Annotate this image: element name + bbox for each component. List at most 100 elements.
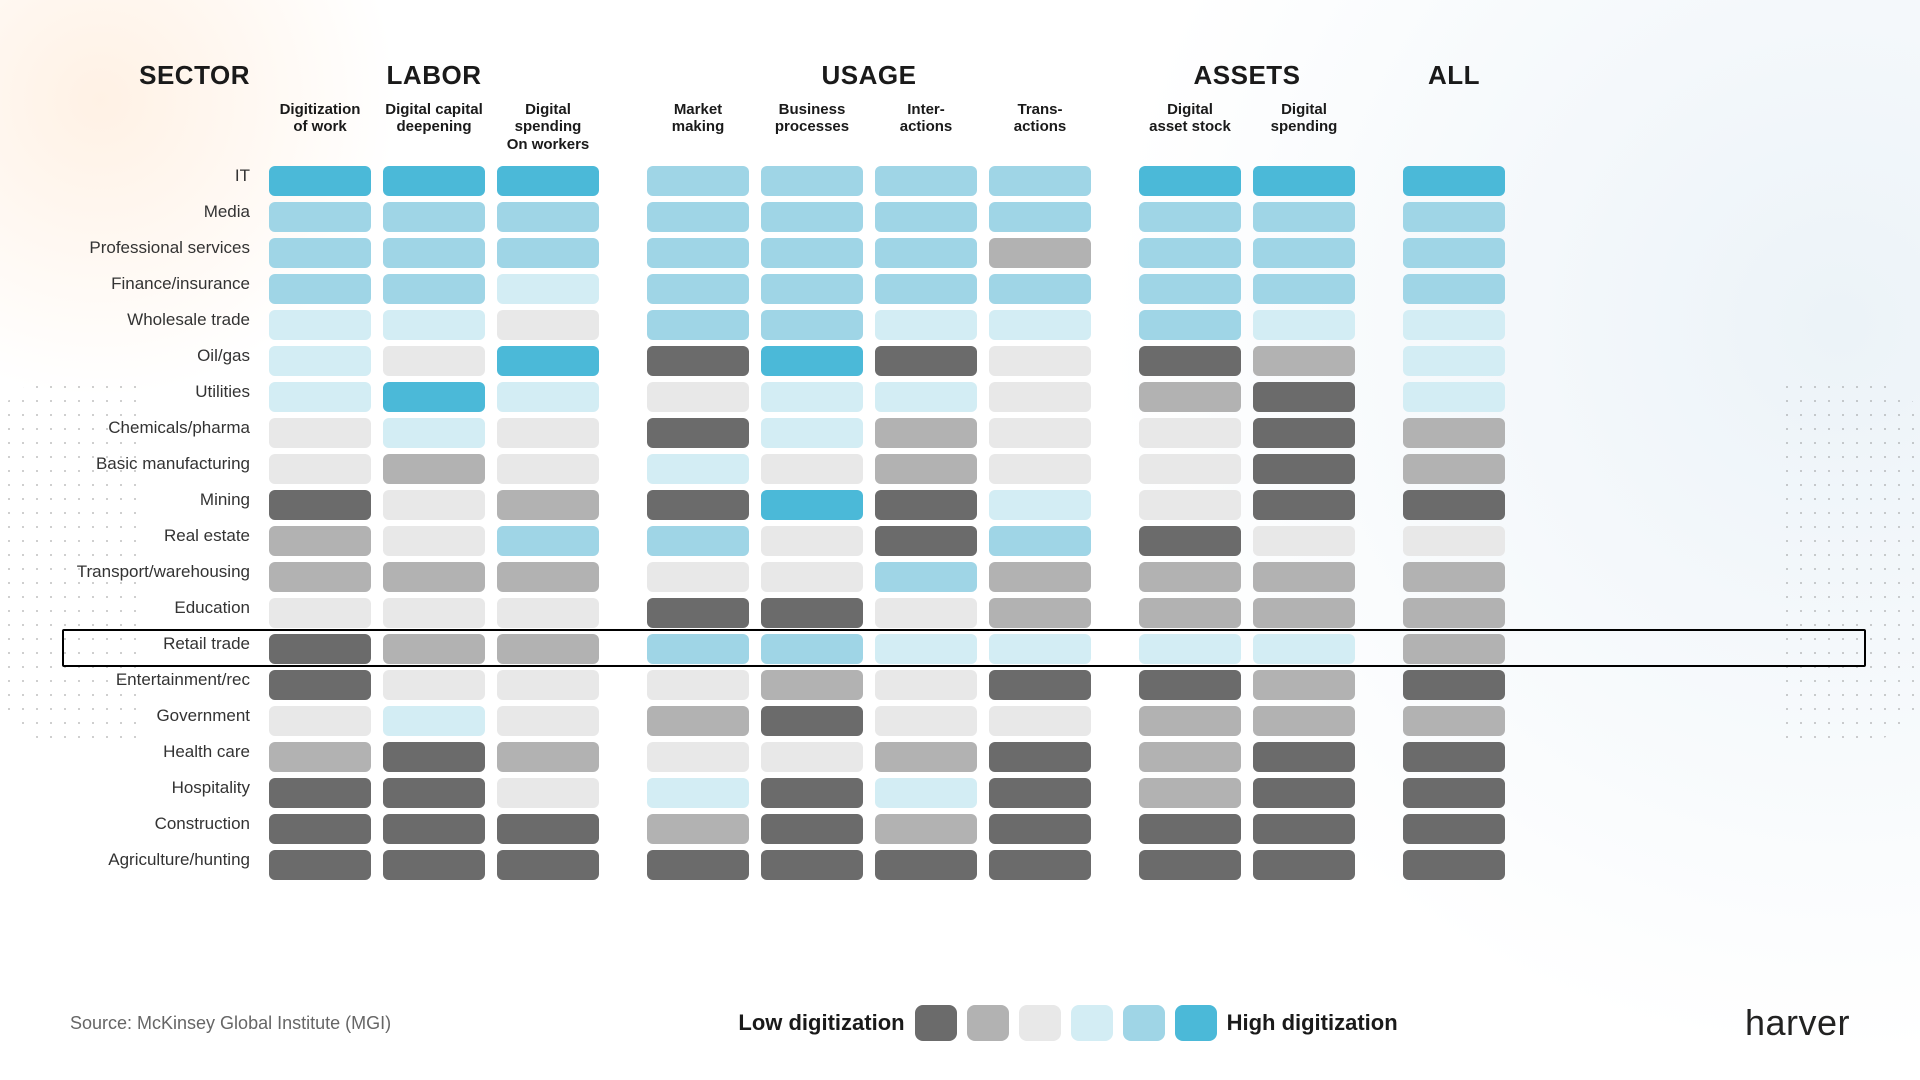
heatmap-chip bbox=[875, 274, 977, 304]
heatmap-cell bbox=[1400, 343, 1508, 379]
heatmap-chip bbox=[1139, 274, 1241, 304]
heatmap-cell bbox=[986, 271, 1094, 307]
heatmap-chip bbox=[989, 598, 1091, 628]
heatmap-chip bbox=[875, 166, 977, 196]
group-header-labor: LABOR bbox=[266, 60, 602, 97]
heatmap-chip bbox=[497, 598, 599, 628]
heatmap-cell bbox=[494, 451, 602, 487]
heatmap-chip bbox=[497, 418, 599, 448]
heatmap-cell bbox=[758, 523, 866, 559]
heatmap-chip bbox=[989, 346, 1091, 376]
heatmap-cell bbox=[644, 199, 752, 235]
heatmap-cell bbox=[1400, 487, 1508, 523]
heatmap-chip bbox=[1139, 490, 1241, 520]
column-gap bbox=[608, 487, 638, 523]
heatmap-chip bbox=[383, 454, 485, 484]
heatmap-cell bbox=[1136, 235, 1244, 271]
heatmap-chip bbox=[875, 310, 977, 340]
heatmap-chip bbox=[875, 598, 977, 628]
column-gap bbox=[608, 60, 638, 97]
heatmap-chip bbox=[1403, 202, 1505, 232]
group-header-sector: SECTOR bbox=[70, 60, 260, 97]
heatmap-cell bbox=[1136, 775, 1244, 811]
heatmap-cell bbox=[1136, 487, 1244, 523]
heatmap-chip bbox=[383, 778, 485, 808]
column-gap bbox=[1100, 60, 1130, 97]
heatmap-chip bbox=[1253, 526, 1355, 556]
heatmap-chip bbox=[497, 166, 599, 196]
heatmap-chip bbox=[1253, 274, 1355, 304]
heatmap-chip bbox=[989, 778, 1091, 808]
subheader-spacer bbox=[70, 97, 260, 163]
sector-label: Government bbox=[70, 703, 260, 739]
heatmap-chip bbox=[989, 238, 1091, 268]
heatmap-cell bbox=[494, 595, 602, 631]
heatmap-cell bbox=[1250, 307, 1358, 343]
column-gap bbox=[1100, 523, 1130, 559]
legend: Low digitization High digitization bbox=[738, 1005, 1397, 1041]
heatmap-cell bbox=[380, 523, 488, 559]
heatmap-cell bbox=[644, 307, 752, 343]
column-gap bbox=[608, 235, 638, 271]
heatmap-chip bbox=[761, 418, 863, 448]
heatmap-chip bbox=[875, 418, 977, 448]
heatmap-chip bbox=[1139, 238, 1241, 268]
legend-low-label: Low digitization bbox=[738, 1010, 904, 1036]
heatmap-cell bbox=[380, 379, 488, 415]
column-subheader: Trans- actions bbox=[986, 97, 1094, 163]
heatmap-cell bbox=[872, 307, 980, 343]
column-subheader: Inter- actions bbox=[872, 97, 980, 163]
heatmap-cell bbox=[1400, 739, 1508, 775]
heatmap-cell bbox=[494, 307, 602, 343]
heatmap-cell bbox=[758, 667, 866, 703]
heatmap-cell bbox=[1250, 451, 1358, 487]
heatmap-cell bbox=[380, 235, 488, 271]
column-gap bbox=[1364, 775, 1394, 811]
heatmap-cell bbox=[758, 415, 866, 451]
column-subheader: Digitization of work bbox=[266, 97, 374, 163]
heatmap-chip bbox=[269, 418, 371, 448]
column-gap bbox=[1364, 523, 1394, 559]
heatmap-cell bbox=[986, 307, 1094, 343]
heatmap-chip bbox=[1253, 166, 1355, 196]
heatmap-chip bbox=[497, 454, 599, 484]
column-gap bbox=[1364, 343, 1394, 379]
heatmap-chip bbox=[1403, 742, 1505, 772]
sector-label: IT bbox=[70, 163, 260, 199]
heatmap-chip bbox=[1253, 670, 1355, 700]
heatmap-chip bbox=[1139, 418, 1241, 448]
heatmap-cell bbox=[986, 523, 1094, 559]
column-gap bbox=[1364, 811, 1394, 847]
legend-swatch-4 bbox=[1071, 1005, 1113, 1041]
heatmap-cell bbox=[758, 379, 866, 415]
heatmap-chip bbox=[761, 562, 863, 592]
heatmap-cell bbox=[872, 199, 980, 235]
column-gap bbox=[1364, 60, 1394, 97]
heatmap-chip bbox=[875, 490, 977, 520]
heatmap-cell bbox=[266, 667, 374, 703]
heatmap-cell bbox=[1400, 307, 1508, 343]
column-gap bbox=[608, 379, 638, 415]
heatmap-cell bbox=[872, 775, 980, 811]
heatmap-chip bbox=[269, 166, 371, 196]
heatmap-chip bbox=[1139, 670, 1241, 700]
heatmap-chip bbox=[1403, 814, 1505, 844]
heatmap-chip bbox=[1253, 850, 1355, 880]
heatmap-cell bbox=[644, 667, 752, 703]
heatmap-cell bbox=[1136, 595, 1244, 631]
digitization-heatmap: SECTORLABORUSAGEASSETSALLDigitization of… bbox=[0, 0, 1920, 883]
heatmap-chip bbox=[989, 670, 1091, 700]
sector-label: Entertainment/rec bbox=[70, 667, 260, 703]
sector-label: Real estate bbox=[70, 523, 260, 559]
heatmap-chip bbox=[497, 850, 599, 880]
heatmap-chip bbox=[1139, 598, 1241, 628]
column-subheader: Business processes bbox=[758, 97, 866, 163]
heatmap-cell bbox=[1250, 415, 1358, 451]
column-subheader: Digital asset stock bbox=[1136, 97, 1244, 163]
heatmap-cell bbox=[644, 451, 752, 487]
heatmap-chip bbox=[875, 814, 977, 844]
heatmap-cell bbox=[1250, 595, 1358, 631]
heatmap-cell bbox=[1400, 379, 1508, 415]
heatmap-cell bbox=[986, 847, 1094, 883]
heatmap-cell bbox=[758, 703, 866, 739]
